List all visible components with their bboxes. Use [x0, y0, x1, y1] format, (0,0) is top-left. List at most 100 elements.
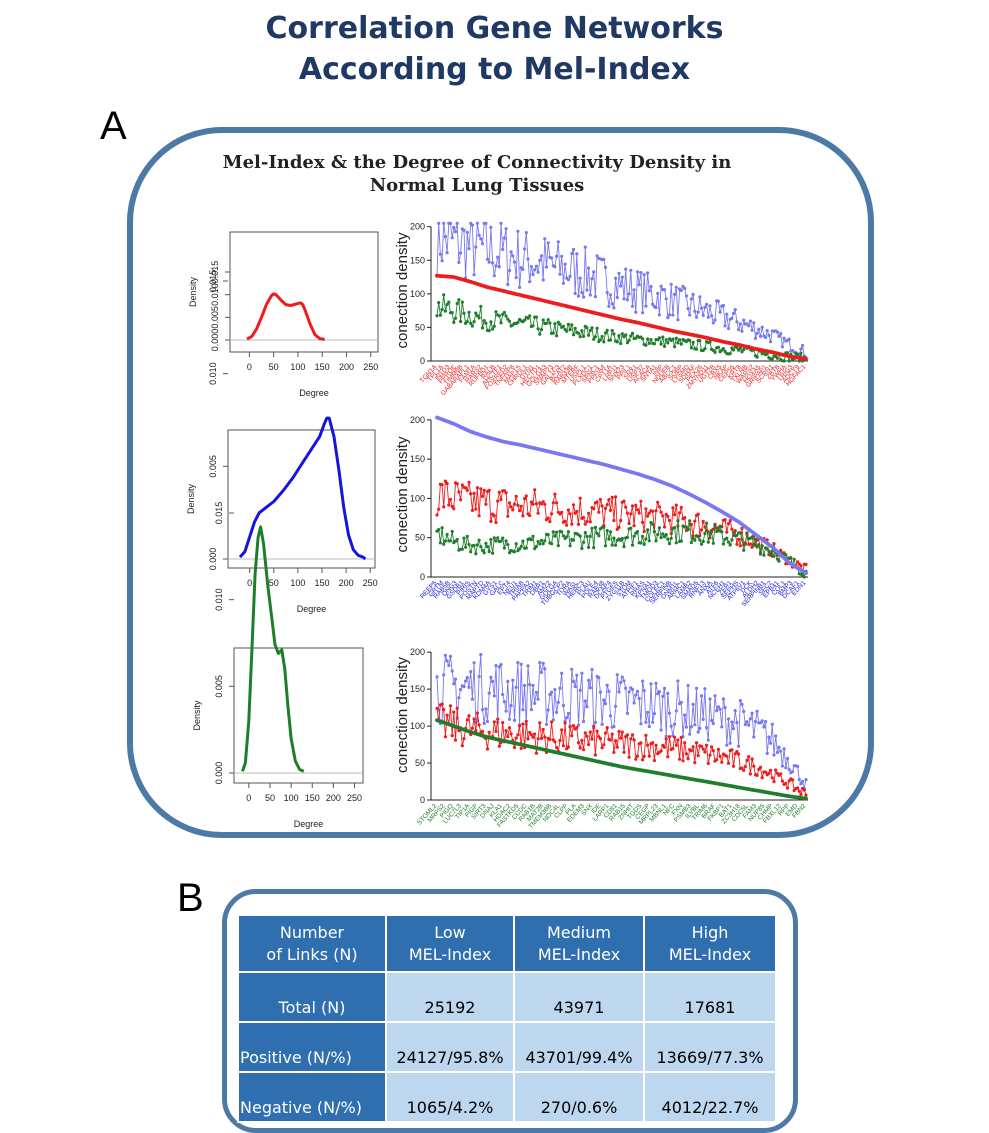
conn-point-blue — [543, 667, 547, 671]
conn-point-blue — [521, 708, 525, 712]
conn-point-red — [646, 743, 650, 747]
conn-point-blue — [713, 318, 717, 322]
conn-point-green — [627, 338, 631, 342]
conn-point-red — [673, 513, 677, 517]
conn-point-green — [492, 324, 496, 328]
conn-point-blue — [595, 254, 599, 258]
conn-point-red — [733, 752, 737, 756]
conn-ytick-label: 50 — [415, 322, 425, 332]
conn-point-green — [595, 531, 599, 535]
conn-point-green — [566, 322, 571, 326]
density-xtick-label: 150 — [315, 362, 330, 372]
conn-point-blue — [625, 298, 630, 302]
conn-point-blue — [625, 711, 630, 716]
conn-point-green — [785, 351, 790, 355]
conn-point-blue — [504, 709, 508, 713]
conn-point-red — [696, 754, 700, 758]
panel-b-label: B — [177, 876, 204, 920]
conn-point-green — [617, 334, 621, 338]
conn-point-red — [715, 758, 719, 762]
conn-point-red — [644, 507, 648, 511]
conn-point-red — [479, 487, 483, 491]
conn-point-red — [531, 502, 535, 506]
density-xlabel: Degree — [299, 388, 329, 398]
density-curve-red — [246, 292, 325, 341]
conn-point-red — [737, 537, 741, 541]
conn-point-blue — [576, 723, 581, 727]
conn-point-blue — [575, 673, 579, 677]
conn-point-green — [480, 548, 485, 553]
conn-point-blue — [772, 753, 776, 757]
conn-point-green — [580, 546, 584, 551]
conn-point-red — [448, 704, 453, 708]
density-xtick-label: 150 — [314, 578, 329, 588]
conn-point-green — [553, 322, 557, 326]
conn-point-red — [694, 741, 699, 745]
conn-point-green — [713, 350, 717, 354]
conn-point-red — [667, 518, 672, 523]
conn-point-blue — [671, 313, 675, 317]
conn-point-green — [708, 340, 712, 344]
conn-point-red — [506, 514, 510, 518]
conn-point-green — [590, 526, 594, 530]
conn-point-red — [799, 792, 803, 797]
conn-point-blue — [499, 663, 503, 667]
conn-point-red — [514, 494, 518, 498]
conn-point-blue — [683, 713, 687, 717]
conn-point-green — [477, 538, 481, 542]
conn-point-green — [671, 337, 675, 341]
conn-point-blue — [694, 315, 699, 319]
conn-point-red — [725, 530, 729, 534]
conn-point-green — [482, 551, 486, 555]
conn-point-blue — [777, 334, 781, 338]
conn-point-blue — [649, 682, 653, 686]
conn-point-red — [686, 757, 690, 761]
conn-point-blue — [536, 270, 540, 274]
conn-point-green — [550, 542, 554, 546]
conn-point-blue — [644, 720, 648, 724]
conn-series-line-red — [436, 479, 807, 573]
conn-point-green — [664, 338, 668, 342]
conn-point-blue — [659, 728, 663, 732]
conn-point-blue — [667, 313, 672, 317]
conn-point-blue — [507, 717, 512, 721]
conn-point-blue — [703, 305, 707, 309]
conn-point-green — [686, 527, 690, 532]
conn-point-blue — [571, 247, 576, 252]
conn-point-green — [460, 547, 464, 551]
conn-point-green — [644, 343, 648, 347]
conn-point-blue — [775, 330, 780, 334]
conn-point-red — [536, 511, 540, 515]
conn-point-red — [602, 743, 606, 747]
conn-point-blue — [693, 723, 697, 727]
conn-point-red — [575, 509, 579, 514]
conn-point-green — [516, 320, 520, 324]
conn-point-blue — [706, 315, 710, 319]
conn-point-blue — [634, 310, 638, 314]
conn-point-green — [666, 537, 670, 541]
conn-point-blue — [477, 674, 481, 679]
conn-point-blue — [533, 701, 537, 706]
conn-point-blue — [728, 741, 732, 745]
conn-point-green — [659, 536, 663, 540]
conn-point-green — [502, 310, 506, 315]
header-low: Low MEL-Index — [385, 914, 515, 973]
conn-point-blue — [608, 293, 613, 297]
conn-point-green — [469, 321, 473, 325]
conn-point-blue — [691, 702, 695, 707]
conn-point-blue — [447, 663, 451, 668]
conn-point-blue — [578, 276, 582, 280]
conn-point-blue — [782, 336, 786, 340]
conn-point-red — [480, 494, 485, 498]
conn-point-red — [534, 751, 539, 755]
conn-point-red — [752, 764, 756, 768]
conn-point-blue — [723, 706, 727, 710]
conn-point-blue — [669, 282, 673, 286]
conn-point-red — [646, 514, 650, 518]
conn-point-green — [460, 300, 464, 304]
conn-point-red — [583, 731, 587, 735]
conn-point-green — [467, 542, 471, 547]
conn-point-red — [804, 793, 808, 797]
conn-point-green — [580, 329, 584, 333]
conn-point-red — [516, 503, 520, 507]
